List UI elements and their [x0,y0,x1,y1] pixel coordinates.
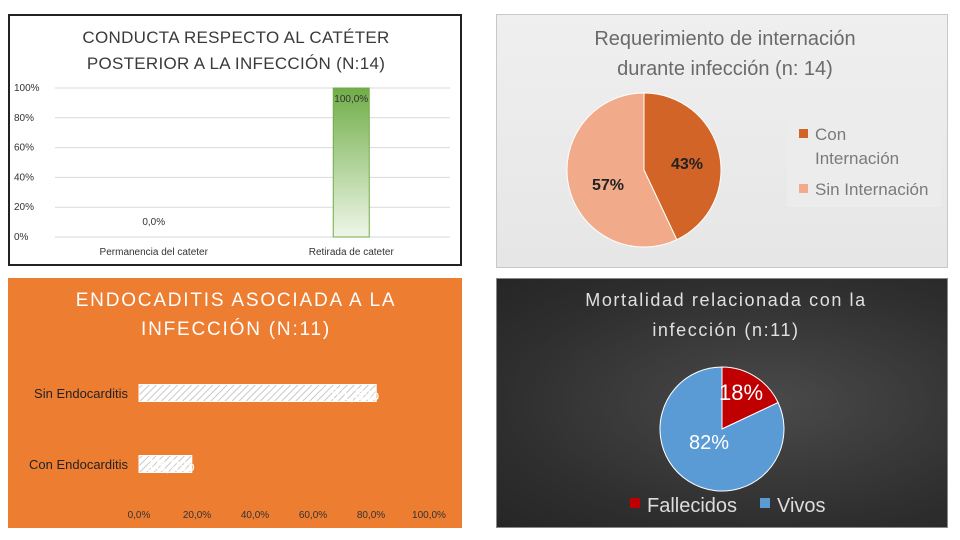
catheter-chart: CONDUCTA RESPECTO AL CATÉTER POSTERIOR A… [14,28,450,258]
x-tick-label: 40,0% [241,510,269,521]
x-tick-label: 20,0% [183,510,211,521]
endocarditis-chart: ENDOCADITIS ASOCIADA A LA INFECCIÓN (N:1… [29,290,446,521]
legend-swatch-sin-internacion [799,184,808,193]
catheter-chart-panel: CONDUCTA RESPECTO AL CATÉTER POSTERIOR A… [8,14,462,266]
chart2-title-line2: durante infección (n: 14) [617,58,833,80]
bar-data-label: 18,2% [147,456,195,475]
legend-label-sin: Sin Internación [815,180,928,199]
bar-data-label: 0,0% [142,217,165,228]
pie-slice-con-internacion [643,92,722,241]
x-tick-label: 80,0% [357,510,385,521]
x-category-label: Permanencia del cateter [100,247,209,258]
internacion-chart: Requerimiento de internación durante inf… [566,28,941,248]
y-tick-label: 100% [14,83,40,94]
legend-label-con-line1: Con [815,125,846,144]
pie-slice-fallecidos [721,366,779,430]
chart2-title-line1: Requerimiento de internación [594,28,855,50]
bar-data-label: 100,0% [334,94,368,105]
pie-slice-vivos [659,366,785,492]
mortalidad-chart-panel: Mortalidad relacionada con la infección … [496,278,948,528]
legend-swatch-vivos [760,498,770,508]
x-category-label: Retirada de cateter [309,247,395,258]
legend-label-fallecidos: Fallecidos [647,495,737,517]
pie-label-fallecidos: 18% [719,380,763,405]
chart4-title-line2: infección (n:11) [652,320,799,340]
chart3-title-line1: ENDOCADITIS ASOCIADA A LA [76,290,397,311]
legend-swatch-con-internacion [799,129,808,138]
legend-label-vivos: Vivos [777,495,826,517]
y-tick-label: 80% [14,113,34,124]
bar-sin-endocarditis [138,384,377,402]
y-category-label: Sin Endocarditis [34,386,128,401]
y-tick-label: 60% [14,143,34,154]
chart4-title-line1: Mortalidad relacionada con la [585,290,867,310]
chart3-title-line2: INFECCIÓN (N:11) [141,318,331,340]
pie-label-con-internacion: 43% [671,156,703,173]
chart1-title-line1: CONDUCTA RESPECTO AL CATÉTER [82,28,389,47]
x-tick-label: 100,0% [412,510,446,521]
chart1-title-line2: POSTERIOR A LA INFECCIÓN (N:14) [87,54,385,73]
y-category-label: Con Endocarditis [29,457,128,472]
x-tick-label: 60,0% [299,510,327,521]
chart2-legend-box [787,119,941,207]
endocarditis-chart-panel: ENDOCADITIS ASOCIADA A LA INFECCIÓN (N:1… [8,278,462,528]
internacion-chart-panel: Requerimiento de internación durante inf… [496,14,948,268]
x-tick-label: 0,0% [128,510,151,521]
pie-slice-sin-internacion [566,92,678,248]
y-tick-label: 20% [14,202,34,213]
mortalidad-chart: Mortalidad relacionada con la infección … [585,290,867,517]
legend-swatch-fallecidos [630,498,640,508]
y-tick-label: 0% [14,232,29,243]
y-tick-label: 40% [14,172,34,183]
pie-label-sin-internacion: 57% [592,177,624,194]
bar-data-label: 81,8% [331,385,379,404]
legend-label-con-line2: Internación [815,149,899,168]
pie-label-vivos: 82% [689,432,729,454]
bar-retirada-de-cateter [332,87,370,238]
bar-con-endocarditis [138,455,193,473]
